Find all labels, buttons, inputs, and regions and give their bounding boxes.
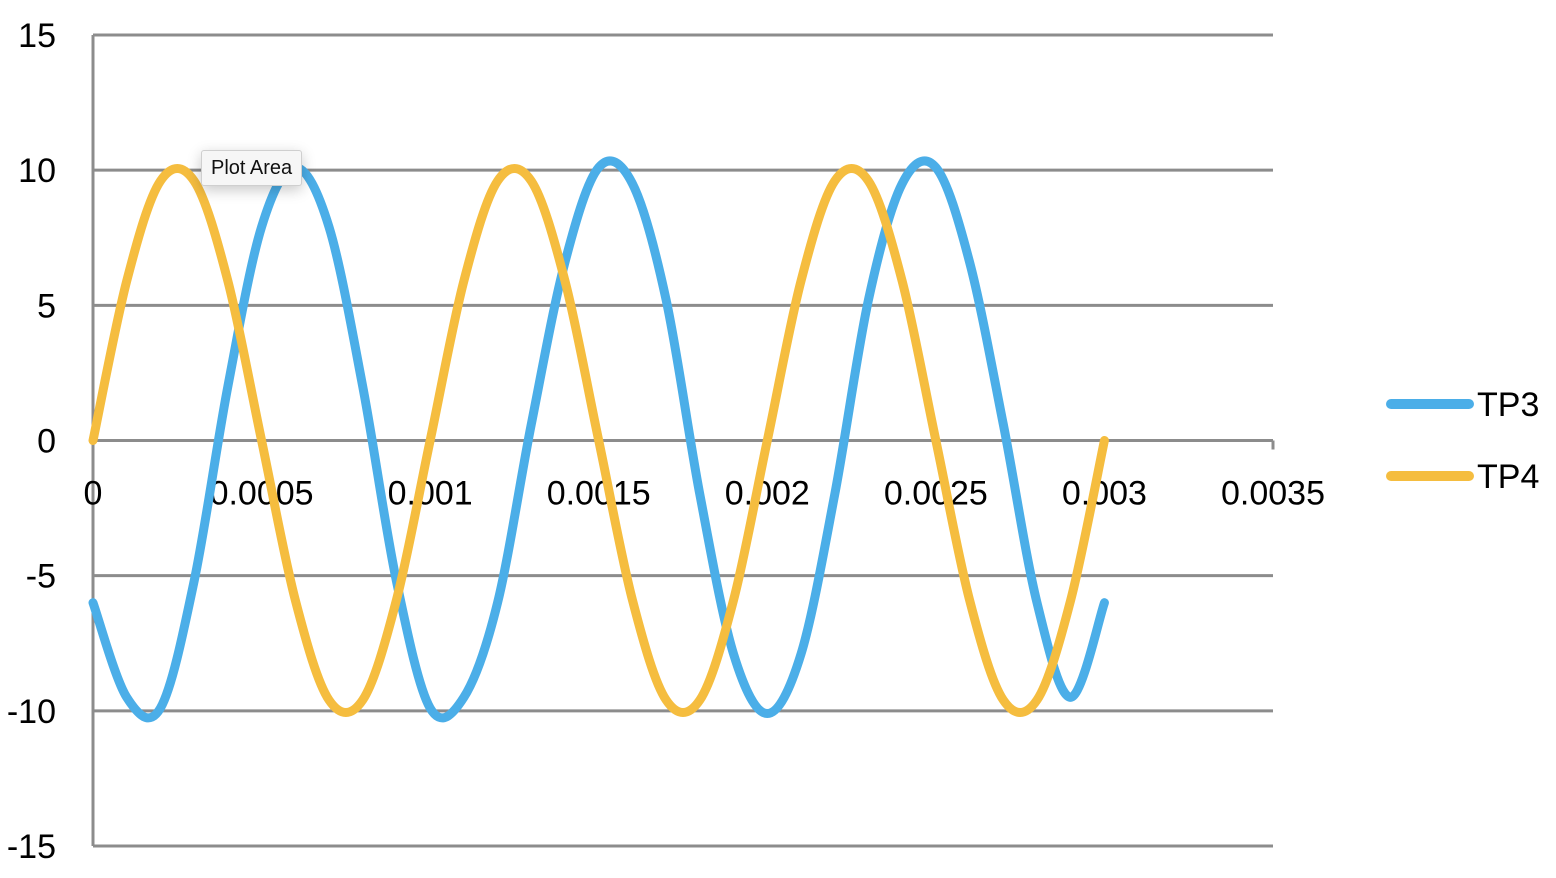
series-line-tp4[interactable] [88, 164, 1109, 717]
x-tick-label: 0.0025 [884, 475, 988, 513]
plot-area[interactable] [88, 156, 1109, 723]
x-axis-tick-labels: 0 0.0005 0.001 0.0015 0.002 0.0025 0.003 0.0035 [84, 475, 1325, 513]
legend-label-tp3: TP3 [1477, 386, 1539, 424]
x-tick-label: 0 [84, 475, 103, 513]
y-tick-label: 0 [37, 423, 56, 461]
legend[interactable]: TP3 TP4 [1386, 386, 1539, 496]
y-tick-label: -15 [7, 828, 56, 866]
x-tick-label: 0.0035 [1221, 475, 1325, 513]
y-tick-label: -10 [7, 693, 56, 731]
x-tick-label: 0.001 [388, 475, 473, 513]
plot-area-tooltip: Plot Area [201, 150, 303, 186]
legend-label-tp4: TP4 [1477, 458, 1539, 496]
y-axis-tick-labels: 15 10 5 0 -5 -10 -15 [7, 17, 56, 866]
series-line-tp3[interactable] [88, 156, 1109, 723]
y-tick-label: 15 [18, 17, 56, 55]
x-tick-label: 0.003 [1062, 475, 1147, 513]
y-tick-label: 5 [37, 287, 56, 325]
x-tick-label: 0.002 [725, 475, 810, 513]
x-tick-label: 0.0015 [547, 475, 651, 513]
y-tick-label: -5 [26, 558, 56, 596]
y-tick-label: 10 [18, 152, 56, 190]
x-tick-label: 0.0005 [210, 475, 314, 513]
